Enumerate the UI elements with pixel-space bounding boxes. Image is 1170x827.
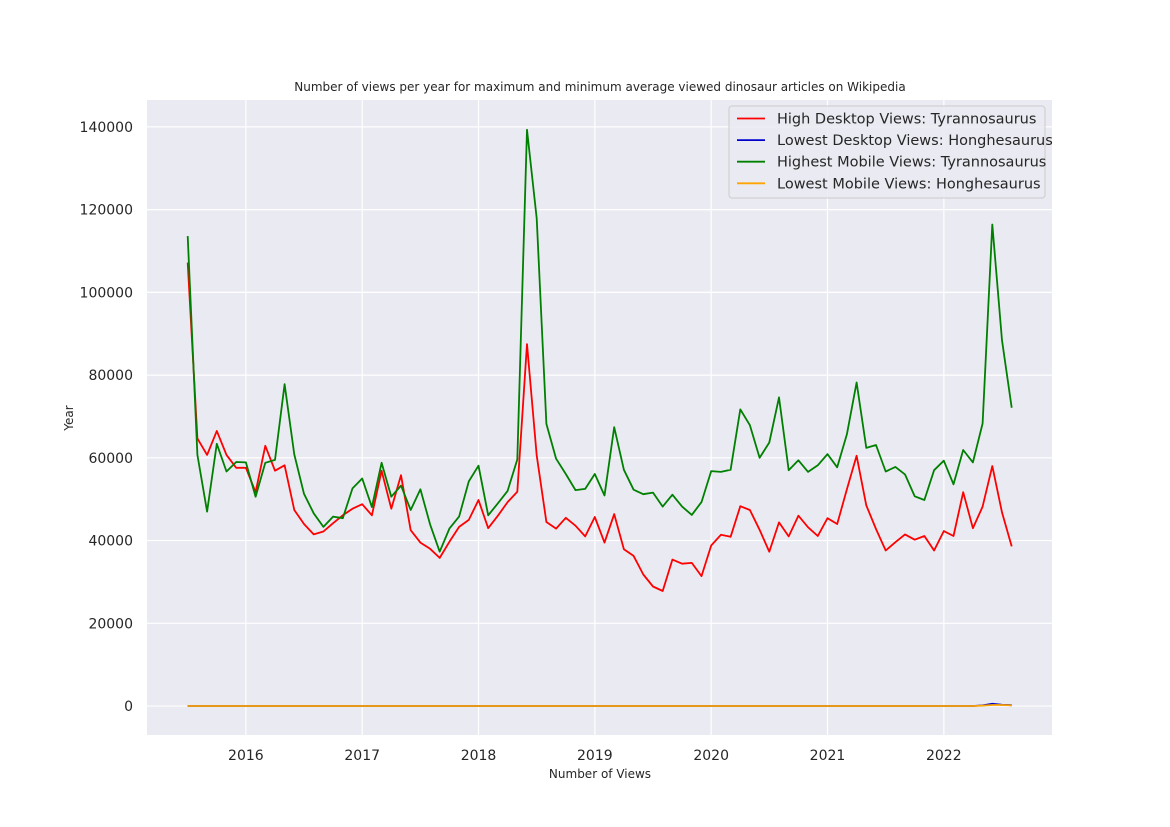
y-tick-label: 100000: [80, 285, 133, 301]
plot-area: [147, 100, 1052, 735]
y-tick-label: 120000: [80, 203, 133, 219]
x-tick-label: 2016: [228, 748, 264, 764]
legend-label: Lowest Desktop Views: Honghesaurus: [777, 133, 1053, 149]
y-tick-label: 140000: [80, 120, 133, 136]
series-lines: [186, 128, 1013, 707]
x-tick-label: 2022: [926, 748, 962, 764]
y-axis-label: Year: [62, 405, 76, 431]
x-tick-label: 2021: [810, 748, 846, 764]
legend-box: [728, 105, 1046, 199]
y-tick-label: 20000: [88, 616, 133, 632]
y-tick-label: 0: [124, 699, 133, 715]
series-line-1: [186, 262, 1013, 592]
x-tick-label: 2018: [461, 748, 497, 764]
legend-label: Highest Mobile Views: Tyrannosaurus: [777, 155, 1046, 171]
chart-title: Number of views per year for maximum and…: [294, 80, 905, 94]
legend-label: High Desktop Views: Tyrannosaurus: [777, 112, 1036, 128]
series-line-4: [187, 704, 1012, 707]
y-tick-label: 80000: [88, 368, 133, 384]
y-tick-label: 60000: [88, 451, 133, 467]
y-tick-label: 40000: [88, 534, 133, 550]
x-axis-label: Number of Views: [549, 767, 651, 781]
x-tick-label: 2017: [344, 748, 380, 764]
series-line-3: [186, 128, 1013, 553]
tick-labels: 2016 2017 2018 2019 2020 2021 2022 0 20000 40000 6…: [80, 120, 962, 764]
x-tick-label: 2020: [693, 748, 729, 764]
x-tick-label: 2019: [577, 748, 613, 764]
legend-label: Lowest Mobile Views: Honghesaurus: [777, 176, 1041, 192]
legend: High Desktop Views: Tyrannosaurus Lowest …: [728, 105, 1053, 199]
